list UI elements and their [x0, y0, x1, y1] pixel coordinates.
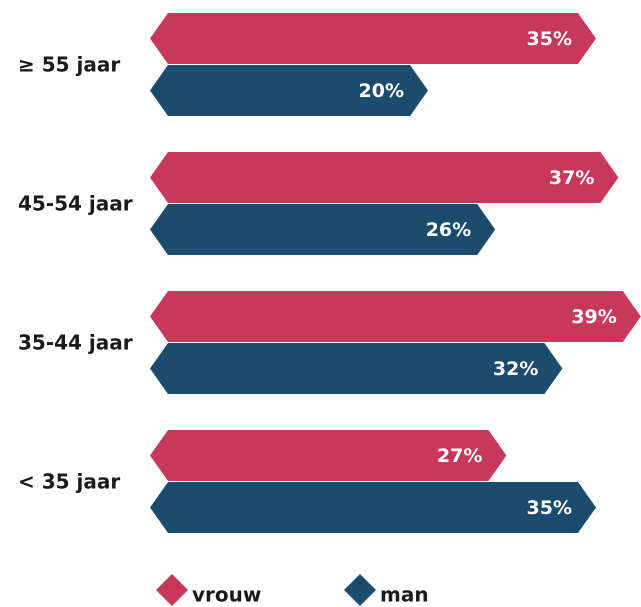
- bar: [150, 482, 596, 533]
- value-label: 35%: [527, 28, 572, 50]
- value-label: 27%: [437, 445, 482, 467]
- legend-swatch: [156, 574, 188, 606]
- legend-label: man: [380, 583, 429, 607]
- bar: [150, 204, 496, 255]
- category-label: ≥ 55 jaar: [18, 53, 120, 77]
- bar: [150, 430, 507, 481]
- value-label: 32%: [493, 358, 538, 380]
- legend-swatch: [344, 574, 376, 606]
- value-label: 39%: [571, 306, 616, 328]
- value-label: 35%: [527, 497, 572, 519]
- bar: [150, 343, 563, 394]
- category-label: < 35 jaar: [18, 470, 120, 494]
- value-label: 26%: [426, 219, 471, 241]
- bar: [150, 13, 596, 64]
- bar: [150, 291, 641, 342]
- value-label: 20%: [359, 80, 404, 102]
- legend-label: vrouw: [192, 583, 261, 607]
- category-label: 45-54 jaar: [18, 192, 133, 216]
- bar: [150, 65, 428, 116]
- bar: [150, 152, 619, 203]
- category-label: 35-44 jaar: [18, 331, 133, 355]
- value-label: 37%: [549, 167, 594, 189]
